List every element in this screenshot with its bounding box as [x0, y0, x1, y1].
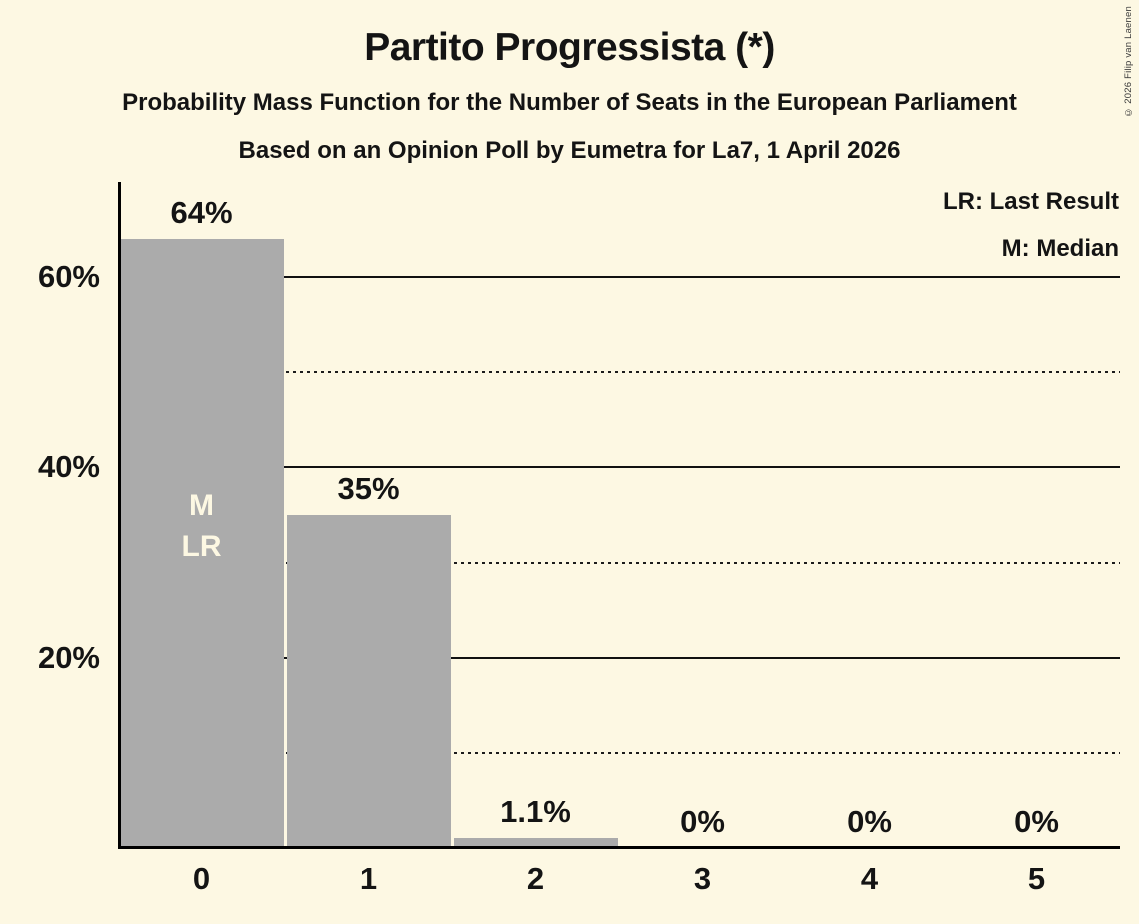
bar-value-label-3: 0% [680, 804, 725, 839]
y-tick-label-40: 40% [37, 449, 100, 485]
gridline-dotted-10 [118, 751, 1120, 754]
bar-seats-2 [453, 837, 618, 848]
gridline-dotted-30 [118, 561, 1120, 564]
legend-median: M: Median [1001, 235, 1119, 262]
chart-poll-source: Based on an Opinion Poll by Eumetra for … [238, 137, 901, 164]
x-tick-label-4: 4 [860, 861, 879, 896]
bar-seats-1 [286, 515, 451, 848]
x-tick-label-2: 2 [526, 861, 545, 896]
x-tick-label-3: 3 [693, 861, 712, 896]
legend-last-result: LR: Last Result [942, 188, 1119, 215]
chart-title: Partito Progressista (*) [364, 26, 775, 69]
bar-value-label-1: 35% [337, 471, 400, 506]
gridline-solid-60 [118, 276, 1120, 279]
median-last-result-marker: M LR [181, 489, 222, 563]
gridline-solid-40 [118, 466, 1120, 469]
x-axis-line [118, 846, 1120, 849]
y-tick-label-60: 60% [37, 259, 100, 295]
x-tick-label-5: 5 [1027, 861, 1046, 896]
gridline-solid-20 [118, 656, 1120, 659]
y-axis-line [118, 182, 121, 848]
gridline-dotted-50 [118, 371, 1120, 374]
bar-value-label-2: 1.1% [500, 793, 571, 829]
copyright-notice: © 2026 Filip van Laenen [1123, 6, 1134, 118]
y-tick-label-20: 20% [37, 639, 100, 675]
bar-value-label-0: 64% [170, 195, 233, 231]
bar-value-label-5: 0% [1014, 804, 1059, 839]
x-tick-label-0: 0 [192, 861, 211, 896]
chart-subtitle: Probability Mass Function for the Number… [122, 89, 1017, 116]
bar-value-label-4: 0% [847, 804, 892, 839]
x-tick-label-1: 1 [359, 861, 378, 896]
bar-seats-0 [119, 239, 284, 848]
plot-area: 64% 35% 1.1% 0% 0% 0% M LR [118, 182, 1120, 849]
